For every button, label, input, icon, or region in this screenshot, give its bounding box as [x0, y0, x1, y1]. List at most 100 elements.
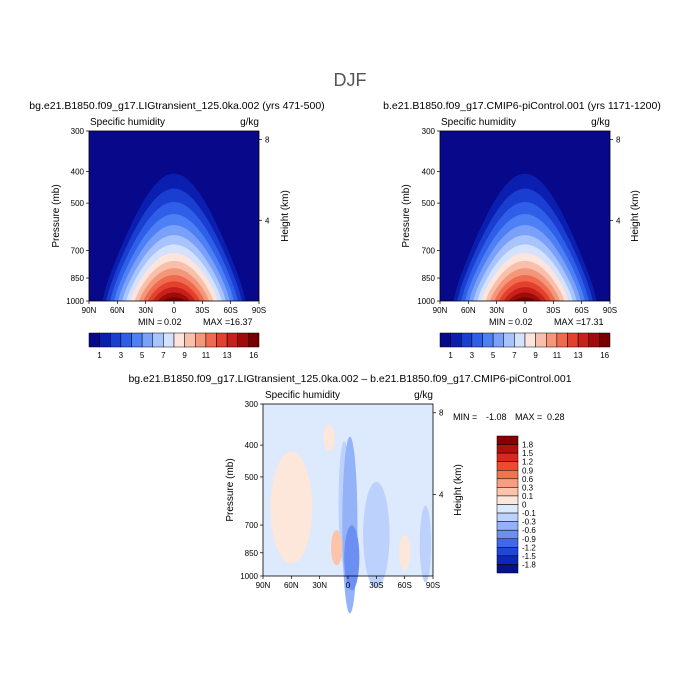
colorbar-swatch — [152, 332, 164, 348]
colorbar-label: 13 — [223, 351, 232, 360]
panel-2-colorbar: 1 3 5 7 9 11 13 16 — [439, 332, 611, 360]
field-patch — [344, 525, 360, 591]
colorbar-swatch — [496, 538, 519, 548]
y-tick-label: 400 — [71, 168, 85, 177]
colorbar-swatch — [496, 461, 519, 471]
colorbar-label: 16 — [600, 351, 609, 360]
colorbar-label: 16 — [249, 351, 258, 360]
colorbar-label: -0.1 — [522, 509, 536, 518]
colorbar-swatch — [546, 332, 558, 348]
colorbar-label: 11 — [202, 351, 211, 360]
colorbar-swatch — [110, 332, 122, 348]
field-band — [163, 297, 185, 301]
colorbar-swatch — [205, 332, 217, 348]
panel-1-units: g/kg — [240, 117, 259, 128]
y-tick-label: 300 — [245, 400, 259, 409]
panel-3-colorbar: 1.81.51.20.90.60.30.10-0.1-0.3-0.6-0.9-1… — [496, 435, 536, 574]
colorbar-label: 1 — [97, 351, 102, 360]
y-tick-label: 400 — [422, 168, 436, 177]
colorbar-swatch — [471, 332, 483, 348]
field-patch — [399, 535, 411, 571]
x-tick-label: 90S — [603, 306, 617, 315]
colorbar-label: 0.3 — [522, 483, 534, 492]
x-tick-label: 30N — [312, 581, 327, 590]
colorbar-swatch — [496, 487, 519, 497]
colorbar-label: 11 — [553, 351, 562, 360]
colorbar-swatch — [226, 332, 238, 348]
colorbar-swatch — [492, 332, 504, 348]
panel-3-field — [263, 404, 433, 614]
colorbar-label: 9 — [182, 351, 187, 360]
panel-2-min-value: 0.02 — [515, 317, 533, 327]
colorbar-swatch — [131, 332, 143, 348]
colorbar-label: -0.9 — [522, 535, 536, 544]
x-tick-label: 30S — [369, 581, 383, 590]
colorbar-label: 5 — [491, 351, 496, 360]
colorbar-swatch — [496, 512, 519, 522]
panel-1-variable: Specific humidity — [90, 117, 165, 128]
colorbar-swatch — [120, 332, 132, 348]
panel-3-min-label: MIN = — [453, 412, 477, 422]
colorbar-swatch — [88, 332, 100, 348]
y-tick-label: 850 — [71, 274, 85, 283]
colorbar-swatch — [216, 332, 228, 348]
panel-2-min-label: MIN = — [489, 317, 513, 327]
x-tick-label: 90S — [252, 306, 266, 315]
y-tick-label: 300 — [71, 127, 85, 136]
x-tick-label: 90N — [256, 581, 271, 590]
panel-2-field — [440, 131, 610, 301]
panel-3-ticks: 90N 60N 30N 0 30S 60S 90S 300 400 500 700 850 1000 8 4 — [240, 400, 444, 590]
colorbar-label: -1.8 — [522, 560, 536, 569]
colorbar-label: 0.6 — [522, 475, 534, 484]
x-tick-label: 60S — [398, 581, 412, 590]
colorbar-label: -0.6 — [522, 526, 536, 535]
x-tick-label: 0 — [346, 581, 351, 590]
panel-1-colorbar: 1 3 5 7 9 11 13 16 — [88, 332, 260, 360]
y2-tick-label: 8 — [439, 409, 444, 418]
y-tick-label: 850 — [245, 549, 259, 558]
colorbar-swatch — [496, 435, 519, 445]
x-tick-label: 90S — [426, 581, 440, 590]
colorbar-swatch — [461, 332, 473, 348]
panel-1-ylabel: Pressure (mb) — [51, 184, 62, 247]
panel-1-ticks: 90N 60N 30N 0 30S 60S 90S 300 400 500 700 850 1000 8 4 — [66, 127, 270, 315]
colorbar-swatch — [567, 332, 579, 348]
panel-3-variable: Specific humidity — [265, 390, 340, 401]
colorbar-label: 7 — [161, 351, 166, 360]
colorbar-swatch — [163, 332, 175, 348]
colorbar-swatch — [514, 332, 526, 348]
panel-3-max-label: MAX = — [515, 412, 542, 422]
colorbar-swatch — [439, 332, 451, 348]
colorbar-label: -1.5 — [522, 552, 536, 561]
colorbar-label: 0.9 — [522, 466, 534, 475]
y-tick-label: 1000 — [417, 297, 435, 306]
x-tick-label: 30S — [195, 306, 209, 315]
colorbar-swatch — [524, 332, 536, 348]
x-tick-label: 30N — [489, 306, 504, 315]
y-tick-label: 400 — [245, 441, 259, 450]
panel-1-field — [89, 131, 259, 301]
x-tick-label: 90N — [433, 306, 448, 315]
x-tick-label: 60S — [575, 306, 589, 315]
colorbar-swatch — [496, 444, 519, 454]
panel-2-y2label: Height (km) — [630, 190, 641, 242]
colorbar-label: 13 — [574, 351, 583, 360]
panel-3-ylabel: Pressure (mb) — [225, 458, 236, 521]
x-tick-label: 60N — [110, 306, 125, 315]
x-tick-label: 90N — [82, 306, 97, 315]
colorbar-swatch — [556, 332, 568, 348]
colorbar-swatch — [535, 332, 547, 348]
x-tick-label: 30S — [546, 306, 560, 315]
panel-2-units: g/kg — [591, 117, 610, 128]
panel-2-max-label: MAX = — [554, 317, 581, 327]
panel-2-max-value: 17.31 — [581, 317, 604, 327]
y-tick-label: 700 — [245, 521, 259, 530]
y-tick-label: 700 — [422, 247, 436, 256]
colorbar-swatch — [248, 332, 260, 348]
colorbar-swatch — [496, 521, 519, 531]
y-tick-label: 500 — [422, 199, 436, 208]
colorbar-swatch — [496, 555, 519, 565]
x-tick-label: 60N — [461, 306, 476, 315]
field-band — [158, 292, 190, 301]
panel-1: bg.e21.B1850.f09_g17.LIGtransient_125.0k… — [29, 100, 324, 360]
